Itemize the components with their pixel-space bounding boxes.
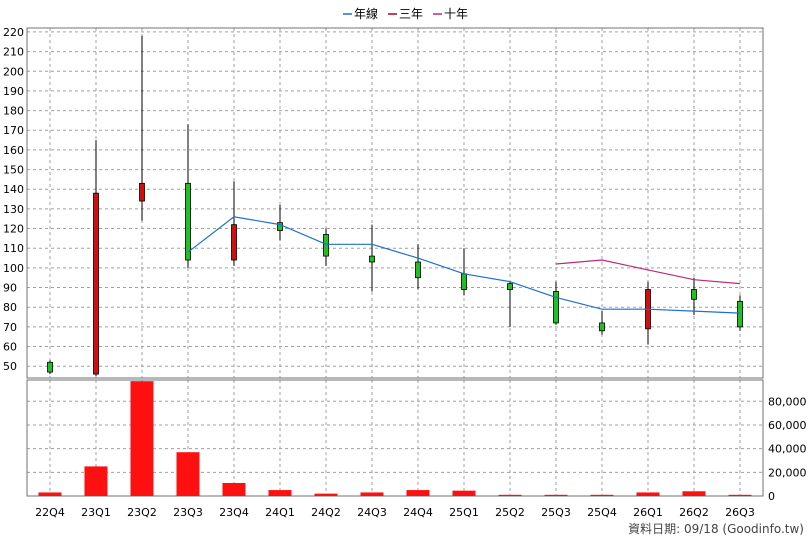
x-axis: 22Q4 23Q1 23Q2 23Q3 23Q4 24Q1 24Q2 24Q3 24Q4 25Q1… — [35, 506, 755, 519]
price-tick-label: 110 — [3, 242, 24, 255]
price-tick-label: 150 — [3, 164, 24, 177]
legend-label: 十年 — [444, 7, 468, 21]
x-tick-label: 26Q1 — [633, 506, 663, 519]
volume-bar — [176, 452, 200, 496]
x-tick-label: 22Q4 — [35, 506, 65, 519]
x-tick-label: 24Q4 — [403, 506, 433, 519]
volume-panel: 0 20,000 40,000 60,000 80,000 — [26, 379, 807, 503]
price-tick-label: 190 — [3, 85, 24, 98]
price-tick-label: 210 — [3, 46, 24, 59]
volume-frame — [26, 379, 764, 497]
x-tick-label: 23Q4 — [219, 506, 249, 519]
price-tick-label: 70 — [3, 321, 17, 334]
candle-body — [737, 300, 743, 328]
x-tick-label: 24Q2 — [311, 506, 341, 519]
price-tick-label: 60 — [3, 341, 17, 354]
volume-tick-label: 40,000 — [768, 443, 807, 456]
candle-body — [553, 291, 559, 324]
candle-body — [599, 322, 605, 332]
volume-bar — [222, 482, 246, 496]
price-tick-label: 220 — [3, 26, 24, 39]
x-tick-label: 25Q4 — [587, 506, 617, 519]
candle-body — [323, 234, 329, 257]
legend-label: 三年 — [399, 7, 423, 21]
volume-bar — [84, 466, 108, 496]
candle-body — [185, 182, 191, 261]
price-tick-label: 50 — [3, 360, 17, 373]
x-tick-label: 25Q2 — [495, 506, 525, 519]
price-frame — [26, 27, 764, 379]
ma-line-十年 — [555, 259, 741, 285]
volume-bar — [544, 494, 568, 496]
candle-body — [231, 224, 237, 261]
volume-tick-label: 80,000 — [768, 395, 807, 408]
volume-bar — [314, 493, 338, 496]
price-tick-label: 80 — [3, 301, 17, 314]
x-tick-label: 23Q3 — [173, 506, 203, 519]
x-tick-label: 23Q1 — [81, 506, 111, 519]
x-tick-label: 26Q3 — [725, 506, 755, 519]
price-panel: 50 60 70 80 90 100 110 120 130 140 150 160 170 180 190… — [3, 26, 764, 379]
volume-bar — [130, 381, 154, 496]
x-tick-label: 24Q3 — [357, 506, 387, 519]
price-tick-label: 120 — [3, 223, 24, 236]
candle-body — [691, 289, 697, 300]
ma-line-年線 — [187, 216, 741, 314]
candle-body — [93, 192, 99, 375]
x-tick-label: 25Q1 — [449, 506, 479, 519]
volume-tick-label: 20,000 — [768, 466, 807, 479]
volume-bar — [498, 494, 522, 496]
volume-bar — [360, 492, 384, 496]
candle-body — [47, 361, 53, 373]
price-tick-label: 200 — [3, 65, 24, 78]
volume-bar — [38, 492, 62, 496]
legend-label: 年線 — [354, 6, 378, 21]
price-tick-label: 180 — [3, 105, 24, 118]
x-tick-label: 26Q2 — [679, 506, 709, 519]
x-tick-label: 23Q2 — [127, 506, 157, 519]
candle-body — [277, 222, 283, 231]
candle-body — [507, 283, 513, 290]
legend: 年線 三年 十年 — [343, 6, 468, 21]
candle-body — [461, 273, 467, 290]
volume-bar — [682, 491, 706, 496]
candle-body — [139, 182, 145, 202]
price-tick-label: 170 — [3, 124, 24, 137]
volume-tick-label: 0 — [768, 490, 775, 503]
candle-body — [369, 255, 375, 263]
price-tick-label: 160 — [3, 144, 24, 157]
price-tick-label: 90 — [3, 282, 17, 295]
volume-bar — [636, 492, 660, 496]
volume-bar — [452, 490, 476, 496]
volume-bar — [728, 494, 752, 496]
volume-bar — [590, 494, 614, 496]
volume-bar — [406, 490, 430, 496]
volume-bar — [268, 490, 292, 496]
source-note: 資料日期: 09/18 (Goodinfo.tw) — [628, 522, 804, 536]
x-tick-label: 24Q1 — [265, 506, 295, 519]
price-tick-label: 100 — [3, 262, 24, 275]
volume-tick-label: 60,000 — [768, 419, 807, 432]
x-tick-label: 25Q3 — [541, 506, 571, 519]
candle-body — [415, 261, 421, 279]
price-tick-label: 130 — [3, 203, 24, 216]
price-tick-label: 140 — [3, 183, 24, 196]
